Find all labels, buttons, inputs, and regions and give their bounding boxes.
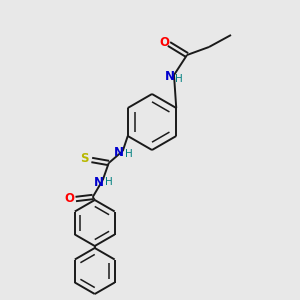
Text: O: O	[65, 191, 75, 205]
Text: H: H	[105, 177, 112, 187]
Text: S: S	[80, 152, 89, 166]
Text: N: N	[94, 176, 104, 188]
Text: N: N	[165, 70, 175, 83]
Text: H: H	[175, 74, 183, 84]
Text: H: H	[125, 149, 133, 159]
Text: O: O	[159, 37, 169, 50]
Text: N: N	[114, 146, 124, 160]
